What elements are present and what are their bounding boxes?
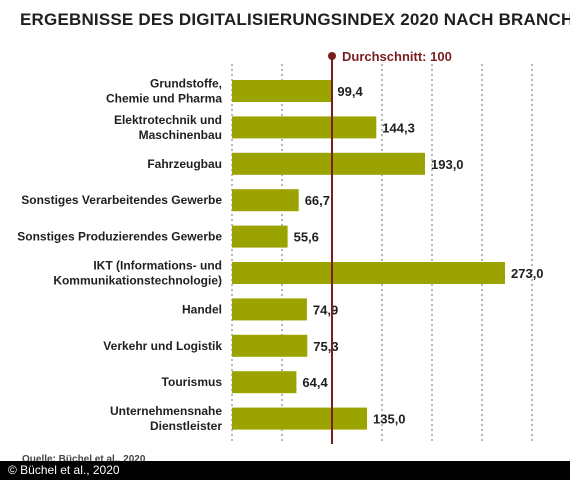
chart-title: ERGEBNISSE DES DIGITALISIERUNGSINDEX 202… <box>20 10 570 29</box>
value-label: 193,0 <box>431 157 464 172</box>
bar <box>232 225 288 248</box>
bar <box>232 152 425 175</box>
bar <box>232 334 308 357</box>
bar <box>232 262 505 284</box>
credit-bar: © Büchel et al., 2020 <box>0 461 570 480</box>
category-label: Elektrotechnik und <box>114 113 222 127</box>
category-label: Chemie und Pharma <box>106 92 222 106</box>
bar <box>232 116 377 139</box>
category-label: Handel <box>182 302 222 316</box>
category-label: Sonstiges Produzierendes Gewerbe <box>17 230 222 244</box>
category-label: Grundstoffe, <box>150 77 222 91</box>
category-label: Fahrzeugbau <box>147 157 222 171</box>
value-label: 273,0 <box>511 266 544 281</box>
value-label: 64,4 <box>302 375 328 390</box>
bar <box>232 298 307 321</box>
category-label: Kommunikationstechnologie) <box>53 274 222 288</box>
value-label: 66,7 <box>305 193 330 208</box>
category-label: IKT (Informations- und <box>93 259 222 273</box>
bar <box>232 371 297 394</box>
category-label: Maschinenbau <box>139 128 222 142</box>
category-label: Verkehr und Logistik <box>103 339 222 353</box>
value-label: 144,3 <box>382 120 415 135</box>
value-label: 55,6 <box>294 230 319 245</box>
value-label: 135,0 <box>373 412 406 427</box>
category-label: Tourismus <box>162 375 223 389</box>
credit-text: © Büchel et al., 2020 <box>8 463 120 477</box>
category-label: Unternehmensnahe <box>110 404 222 418</box>
value-label: 74,9 <box>313 302 338 317</box>
bar <box>232 189 299 212</box>
bar <box>232 80 332 102</box>
category-label: Dienstleister <box>150 419 222 433</box>
bar-chart: Grundstoffe,Chemie und Pharma 99,4 Elektro… <box>17 49 544 444</box>
reference-marker <box>328 52 336 60</box>
category-label: Sonstiges Verarbeitendes Gewerbe <box>21 193 222 207</box>
value-label: 99,4 <box>337 84 363 99</box>
bar <box>232 407 367 430</box>
value-label: 75,3 <box>313 339 338 354</box>
reference-label: Durchschnitt: 100 <box>342 49 452 64</box>
source-note: Quelle: Büchel et al., 2020 <box>22 454 146 465</box>
